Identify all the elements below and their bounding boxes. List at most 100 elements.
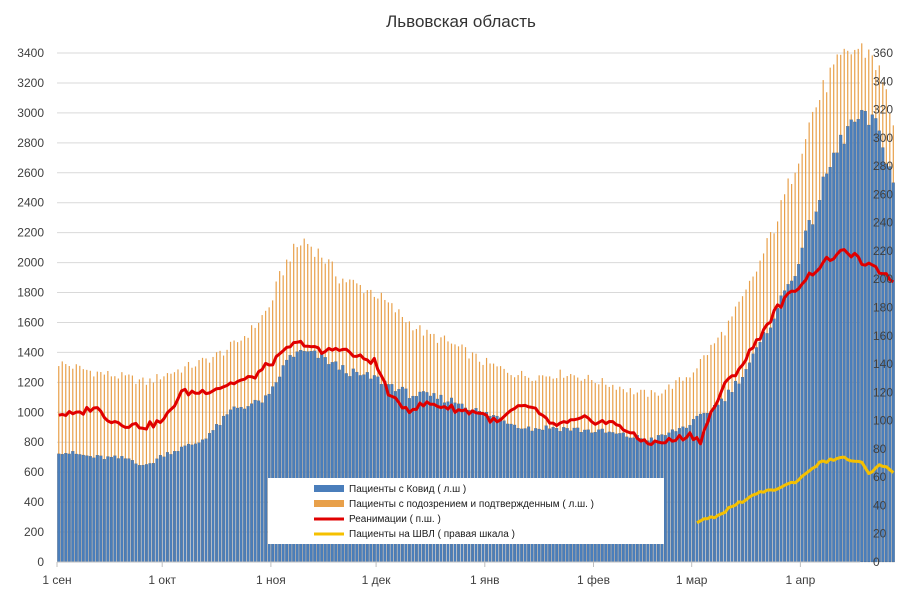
covid-bar <box>215 424 219 563</box>
covid-bar <box>877 130 881 563</box>
covid-bar <box>744 369 748 563</box>
left-axis-tick: 2800 <box>17 136 44 150</box>
covid-bar <box>123 458 127 563</box>
x-axis-tick: 1 дек <box>362 573 392 587</box>
covid-bar <box>674 431 678 563</box>
covid-bar <box>208 433 212 563</box>
covid-bar <box>218 425 222 563</box>
covid-bar <box>204 438 208 563</box>
covid-bar <box>130 460 134 563</box>
covid-bar <box>670 429 674 563</box>
covid-bar <box>250 403 254 563</box>
covid-bar <box>712 404 716 563</box>
right-axis-tick: 240 <box>873 216 893 230</box>
covid-bar <box>158 455 162 563</box>
covid-bar <box>779 295 783 563</box>
covid-bar <box>225 414 229 563</box>
covid-bar <box>246 406 250 563</box>
right-axis-tick: 320 <box>873 103 893 117</box>
covid-bar <box>762 331 766 563</box>
right-axis-tick: 200 <box>873 272 893 286</box>
covid-bar <box>137 465 141 563</box>
covid-bar <box>95 455 99 563</box>
covid-bar <box>264 395 268 563</box>
covid-bar <box>765 333 769 563</box>
left-axis-tick: 2000 <box>17 256 44 270</box>
covid-bar <box>236 407 240 563</box>
covid-bar <box>832 152 836 563</box>
covid-bar <box>769 327 773 563</box>
covid-bar <box>194 443 198 563</box>
covid-bar <box>874 118 878 563</box>
x-axis-tick: 1 окт <box>148 573 176 587</box>
covid-bar <box>141 464 145 563</box>
covid-bar <box>106 456 110 563</box>
covid-bar <box>148 463 152 563</box>
chart-title: Львовская область <box>386 12 536 31</box>
axes: 0200400600800100012001400160018002000220… <box>17 46 893 587</box>
left-axis-tick: 3200 <box>17 76 44 90</box>
covid-bar <box>807 220 811 563</box>
covid-bar <box>172 451 176 563</box>
left-axis-tick: 1600 <box>17 315 44 329</box>
covid-bar <box>684 427 688 563</box>
left-axis-tick: 3000 <box>17 106 44 120</box>
covid-bar <box>825 173 829 563</box>
covid-bar <box>758 342 762 563</box>
covid-bar <box>64 453 68 563</box>
right-axis-tick: 160 <box>873 329 893 343</box>
covid-bar <box>71 451 75 563</box>
right-axis-tick: 0 <box>873 555 880 569</box>
covid-bar <box>663 435 667 563</box>
covid-bar <box>127 458 131 563</box>
legend-label-covid: Пациенты с Ковид ( л.ш ) <box>349 484 466 495</box>
left-axis-tick: 600 <box>24 465 44 479</box>
covid-bar <box>737 383 741 563</box>
x-axis-tick: 1 апр <box>785 573 815 587</box>
covid-bar <box>113 455 117 563</box>
gridlines <box>57 52 860 563</box>
right-axis-tick: 20 <box>873 527 887 541</box>
right-axis-tick: 60 <box>873 470 887 484</box>
covid-bar <box>169 454 173 563</box>
covid-bar <box>863 110 867 563</box>
left-axis-tick: 1800 <box>17 286 44 300</box>
covid-bar <box>755 347 759 563</box>
covid-bar <box>116 458 120 563</box>
covid-bar <box>190 444 194 563</box>
covid-bar <box>716 404 720 563</box>
covid-bar <box>741 377 745 563</box>
covid-bar <box>176 451 180 563</box>
covid-bar <box>853 121 857 563</box>
covid-bar <box>867 124 871 563</box>
covid-bar <box>751 353 755 563</box>
covid-bar <box>109 456 113 563</box>
legend-label-suspected: Пациенты с подозрением и подтвержденным … <box>349 499 594 510</box>
covid-bar <box>232 406 236 563</box>
covid-bar <box>884 163 888 563</box>
covid-bar <box>772 318 776 563</box>
covid-bar <box>821 176 825 563</box>
covid-bar <box>790 280 794 563</box>
left-axis-tick: 0 <box>37 555 44 569</box>
covid-bar <box>165 452 169 563</box>
legend-item-icu: Реанимации ( п.ш. ) <box>314 514 441 525</box>
left-axis-tick: 1200 <box>17 375 44 389</box>
covid-bar <box>222 415 226 563</box>
covid-bar <box>727 389 730 563</box>
legend: Пациенты с Ковид ( л.ш ) Пациенты с подо… <box>268 478 664 544</box>
left-axis-tick: 1400 <box>17 345 44 359</box>
covid-bar <box>88 456 92 563</box>
ventilator-line <box>696 455 895 525</box>
left-axis-tick: 2600 <box>17 166 44 180</box>
covid-bar <box>705 413 709 563</box>
legend-swatch-covid <box>314 485 344 492</box>
covid-bar <box>734 380 738 563</box>
left-axis-tick: 3400 <box>17 46 44 60</box>
covid-bar <box>849 119 853 563</box>
covid-bar <box>709 411 713 563</box>
left-axis-tick: 1000 <box>17 405 44 419</box>
right-axis-tick: 300 <box>873 131 893 145</box>
covid-bar <box>183 445 187 563</box>
